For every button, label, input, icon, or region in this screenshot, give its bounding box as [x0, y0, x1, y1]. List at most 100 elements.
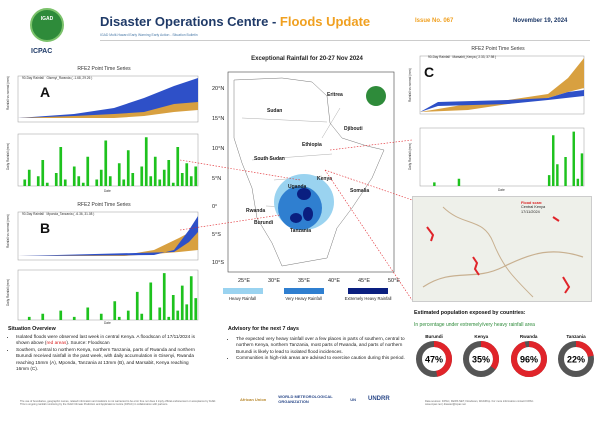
chart-b-ylabel-top: Rainfall vs normal (mm) — [6, 214, 10, 248]
lon-label: 30°E — [268, 278, 280, 284]
daily-rain-bar — [27, 316, 31, 320]
daily-rain-bar — [158, 179, 162, 186]
donut-chart: 35% — [463, 341, 500, 377]
daily-rain-bar — [117, 316, 121, 320]
chart-b-top-label: 90-Day Rainfall Mponda_Tanzania ( -6.36,… — [22, 212, 95, 216]
lon-label: 25°E — [238, 278, 250, 284]
issue-date: November 19, 2024 — [513, 18, 568, 24]
donut-country: Kenya — [474, 334, 489, 339]
daily-rain-bar — [176, 147, 180, 186]
daily-rain-bar — [54, 173, 58, 186]
daily-rain-bar — [81, 182, 85, 186]
donut-fill — [557, 341, 594, 377]
chart-b-bars — [27, 273, 198, 320]
chart-b-bottom-frame — [17, 269, 199, 321]
situation-item-1: Isolated floods were observed last week … — [16, 334, 198, 347]
daily-rain-bar — [63, 179, 67, 186]
country-label: Eritrea — [327, 92, 343, 98]
chart-b: RFE2 Point Time Series 90-Day Rainfall M… — [4, 202, 204, 327]
daily-rain-bar — [564, 157, 567, 186]
lat-label: 5°S — [212, 232, 221, 238]
daily-rain-bar — [41, 313, 45, 320]
lat-label: 15°N — [212, 116, 225, 122]
daily-rain-bar — [171, 182, 175, 186]
daily-rain-bar — [36, 176, 40, 186]
donut-chart: 22% — [557, 341, 594, 377]
donut-item: Tanzania 22% — [556, 334, 596, 384]
legend-item: Extremely Heavy Rainfall — [344, 288, 392, 308]
donut-fill — [416, 341, 452, 377]
donut-percent: 96% — [520, 355, 538, 365]
legend-label: Extremely Heavy Rainfall — [344, 296, 392, 301]
donut-country: Tanzania — [566, 334, 586, 339]
legend-swatch — [283, 288, 324, 294]
daily-rain-bar — [189, 176, 193, 186]
extreme-rain-zone-3 — [303, 207, 313, 221]
legend-label: Very Heavy Rainfall — [285, 296, 322, 301]
map-svg — [227, 71, 395, 273]
page-title: Disaster Operations Centre - Floods Upda… — [100, 14, 371, 29]
lat-label: 10°N — [212, 146, 225, 152]
lat-label: 0° — [212, 204, 218, 210]
donut-percent: 47% — [425, 355, 443, 365]
daily-rain-bar — [27, 169, 31, 186]
advisory-list: The expected very heavy rainfall over a … — [228, 336, 408, 362]
donut-fill — [510, 341, 547, 377]
flood-area-3 — [552, 216, 560, 222]
daily-rain-bar — [59, 147, 63, 186]
chart-a-svg — [17, 75, 199, 187]
daily-rain-bar — [45, 182, 49, 186]
floodscan-svg — [422, 206, 584, 298]
chart-a-top-label: 90-Day Rainfall Gisenyi_Rwanda ( -1.68, … — [22, 76, 93, 80]
country-label: Sudan — [267, 108, 283, 114]
daily-rain-bar — [171, 295, 175, 320]
daily-rain-bar — [144, 137, 148, 186]
daily-rain-bar — [149, 282, 153, 320]
country-label: Uganda — [288, 184, 307, 190]
chart-a-xlabel: Date — [104, 189, 111, 193]
country-label: Tanzania — [290, 228, 312, 234]
chart-b-title: RFE2 Point Time Series — [77, 202, 131, 208]
donut-country: Burundi — [425, 334, 443, 339]
daily-rain-bar — [556, 164, 559, 186]
situation-heading: Situation Overview — [8, 326, 56, 332]
population-heading: Estimated population exposed by countrie… — [414, 310, 526, 316]
daily-rain-bar — [72, 166, 76, 186]
daily-rain-bar — [72, 316, 76, 320]
chart-c-ylabel-bottom: Daily Rainfall (mm) — [408, 143, 412, 170]
page-subtitle: IGAD Multi-Hazard Early Warning Early Ac… — [100, 33, 198, 37]
situation-overview: Situation Overview Isolated floods were … — [8, 326, 198, 372]
daily-rain-bar — [572, 131, 575, 186]
donut-item: Kenya 35% — [461, 334, 501, 384]
legend-item: Heavy Rainfall — [222, 288, 263, 308]
chart-c-xlabel: Date — [498, 188, 505, 192]
donut-percent: 22% — [567, 355, 585, 365]
chart-c-top-label: 90-Day Rainfall Marsabit_Kenya ( 2.33, 3… — [428, 55, 497, 59]
population-exposed: Estimated population exposed by countrie… — [414, 310, 596, 384]
legend-item: Very Heavy Rainfall — [283, 288, 324, 308]
country-label: Ethiopia — [302, 142, 322, 148]
donut-chart: 47% — [416, 341, 452, 377]
donut-item: Burundi 47% — [414, 334, 454, 384]
country-label: Kenya — [317, 176, 333, 182]
daily-rain-bar — [108, 176, 112, 186]
chart-a-bottom-frame — [17, 133, 199, 187]
daily-rain-bar — [117, 163, 121, 186]
population-subheading: In percentage under extremely/very heavy… — [414, 322, 535, 328]
daily-rain-bar — [433, 182, 436, 186]
daily-rain-bar — [86, 156, 90, 186]
lon-label: 35°E — [298, 278, 310, 284]
lat-label: 10°S — [212, 260, 224, 266]
chart-c: RFE2 Point Time Series 90-Day Rainfall M… — [408, 46, 588, 194]
rainfall-map: Exceptional Rainfall for 20-27 Nov 2024 … — [212, 56, 402, 306]
footer-left: The use of boundaries, geographic names,… — [20, 400, 217, 406]
daily-rain-bar — [167, 316, 171, 320]
daily-rain-bar — [180, 285, 184, 320]
chart-c-svg — [419, 55, 585, 187]
chart-b-letter: B — [40, 220, 51, 236]
donut-chart: 96% — [510, 341, 547, 377]
map-title: Exceptional Rainfall for 20-27 Nov 2024 — [251, 56, 363, 62]
chart-a-title: RFE2 Point Time Series — [77, 66, 131, 72]
donut-country: Rwanda — [519, 334, 538, 339]
chart-a-letter: A — [40, 84, 51, 100]
